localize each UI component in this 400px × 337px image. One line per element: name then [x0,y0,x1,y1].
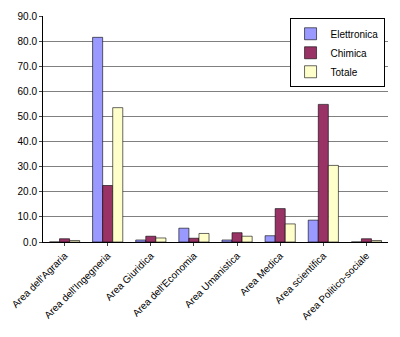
svg-text:Area dell'Agraria: Area dell'Agraria [10,250,70,310]
svg-text:Area dell'Economia: Area dell'Economia [130,250,199,319]
svg-text:20.0: 20.0 [18,186,38,197]
svg-text:Area Medica: Area Medica [238,250,286,298]
svg-text:60.0: 60.0 [18,86,38,97]
svg-text:Area Politico-sociale: Area Politico-sociale [300,250,372,322]
svg-text:30.0: 30.0 [18,161,38,172]
svg-text:Area Giuridica: Area Giuridica [103,250,156,303]
svg-text:Area dell'Ingegneria: Area dell'Ingegneria [42,250,113,321]
svg-text:Chimica: Chimica [331,48,368,59]
svg-text:0.0: 0.0 [23,237,37,248]
svg-text:Area Umanistica: Area Umanistica [182,250,242,310]
svg-text:Totale: Totale [331,67,358,78]
svg-text:10.0: 10.0 [18,211,38,222]
svg-text:40.0: 40.0 [18,136,38,147]
svg-text:80.0: 80.0 [18,36,38,47]
svg-text:90.0: 90.0 [18,11,38,22]
svg-text:50.0: 50.0 [18,111,38,122]
svg-text:Elettronica: Elettronica [331,29,379,40]
svg-text:Area scientifica: Area scientifica [273,250,329,306]
svg-text:70.0: 70.0 [18,61,38,72]
